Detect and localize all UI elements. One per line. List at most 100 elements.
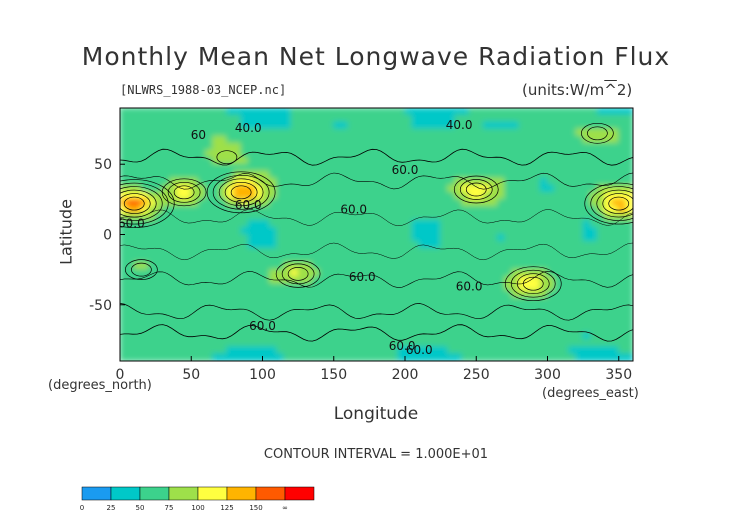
heatmap-cell xyxy=(205,114,214,123)
heatmap-cell xyxy=(447,226,456,235)
heatmap-cell xyxy=(490,353,499,361)
heatmap-cell xyxy=(468,128,477,137)
heatmap-cell xyxy=(347,318,356,327)
heatmap-cell xyxy=(120,262,128,271)
heatmap-cell xyxy=(604,212,613,221)
heatmap-cell xyxy=(504,311,513,320)
heatmap-cell xyxy=(411,170,420,179)
heatmap-cell xyxy=(319,290,328,299)
heatmap-cell xyxy=(625,163,633,172)
heatmap-cell xyxy=(447,205,456,214)
heatmap-cell xyxy=(148,346,157,355)
heatmap-cell xyxy=(247,304,256,313)
heatmap-cell xyxy=(326,283,335,292)
heatmap-cell xyxy=(361,269,370,278)
heatmap-cell xyxy=(532,142,541,151)
heatmap-cell xyxy=(297,177,306,186)
heatmap-cell xyxy=(611,248,620,257)
heatmap-cell xyxy=(290,234,299,243)
heatmap-cell xyxy=(155,255,164,264)
heatmap-cell xyxy=(596,114,605,123)
heatmap-cell xyxy=(425,142,434,151)
heatmap-cell xyxy=(497,297,506,306)
heatmap-cell xyxy=(461,318,470,327)
heatmap-cell xyxy=(283,226,292,235)
heatmap-cell xyxy=(205,212,214,221)
heatmap-cell xyxy=(461,163,470,172)
contour-label: 40.0 xyxy=(235,121,262,135)
heatmap-cell xyxy=(404,170,413,179)
heatmap-cell xyxy=(376,184,385,193)
heatmap-cell xyxy=(376,276,385,285)
heatmap-cell xyxy=(333,121,342,130)
heatmap-cell xyxy=(568,248,577,257)
heatmap-cell xyxy=(582,108,591,116)
heatmap-cell xyxy=(276,297,285,306)
heatmap-cell xyxy=(120,290,128,299)
heatmap-cell xyxy=(233,332,242,341)
heatmap-cell xyxy=(240,170,249,179)
heatmap-cell xyxy=(447,346,456,355)
heatmap-cell xyxy=(240,108,249,116)
heatmap-cell xyxy=(575,191,584,200)
heatmap-cell xyxy=(440,184,449,193)
heatmap-cell xyxy=(347,156,356,165)
heatmap-cell xyxy=(604,205,613,214)
heatmap-cell xyxy=(233,241,242,250)
heatmap-cell xyxy=(368,170,377,179)
heatmap-cell xyxy=(468,149,477,158)
heatmap-cell xyxy=(162,170,171,179)
heatmap-cell xyxy=(561,184,570,193)
heatmap-cell xyxy=(461,226,470,235)
heatmap-cell xyxy=(418,170,427,179)
heatmap-cell xyxy=(447,255,456,264)
heatmap-cell xyxy=(454,156,463,165)
heatmap-cell xyxy=(254,255,263,264)
heatmap-cell xyxy=(568,304,577,313)
heatmap-cell xyxy=(390,248,399,257)
heatmap-cell xyxy=(618,290,627,299)
heatmap-cell xyxy=(297,184,306,193)
heatmap-cell xyxy=(169,226,178,235)
heatmap-cell xyxy=(290,135,299,144)
heatmap-cell xyxy=(326,318,335,327)
heatmap-cell xyxy=(368,332,377,341)
heatmap-cell xyxy=(468,269,477,278)
heatmap-cell xyxy=(411,108,420,116)
heatmap-cell xyxy=(418,304,427,313)
heatmap-cell xyxy=(262,108,271,116)
heatmap-cell xyxy=(397,290,406,299)
heatmap-cell xyxy=(511,219,520,228)
heatmap-cell xyxy=(440,108,449,116)
heatmap-cell xyxy=(454,241,463,250)
heatmap-cell xyxy=(547,170,556,179)
heatmap-cell xyxy=(219,283,228,292)
heatmap-cell xyxy=(133,177,142,186)
heatmap-cell xyxy=(596,346,605,355)
heatmap-cell xyxy=(340,184,349,193)
heatmap-cell xyxy=(383,332,392,341)
heatmap-cell xyxy=(418,346,427,355)
heatmap-cell xyxy=(532,191,541,200)
contour-label: 60 xyxy=(191,128,206,142)
heatmap-cell xyxy=(340,311,349,320)
heatmap-cell xyxy=(625,149,633,158)
heatmap-cell xyxy=(547,262,556,271)
heatmap-cell xyxy=(326,149,335,158)
heatmap-cell xyxy=(433,135,442,144)
heatmap-cell xyxy=(518,142,527,151)
heatmap-cell xyxy=(169,121,178,130)
heatmap-cell xyxy=(126,332,135,341)
heatmap-cell xyxy=(326,177,335,186)
heatmap-cell xyxy=(397,205,406,214)
heatmap-cell xyxy=(582,311,591,320)
heatmap-cell xyxy=(475,234,484,243)
heatmap-cell xyxy=(276,234,285,243)
heatmap-cell xyxy=(525,108,534,116)
heatmap-cell xyxy=(497,163,506,172)
heatmap-cell xyxy=(176,318,185,327)
heatmap-cell xyxy=(247,177,256,186)
heatmap-cell xyxy=(397,346,406,355)
heatmap-cell xyxy=(482,339,491,348)
heatmap-cell xyxy=(454,142,463,151)
